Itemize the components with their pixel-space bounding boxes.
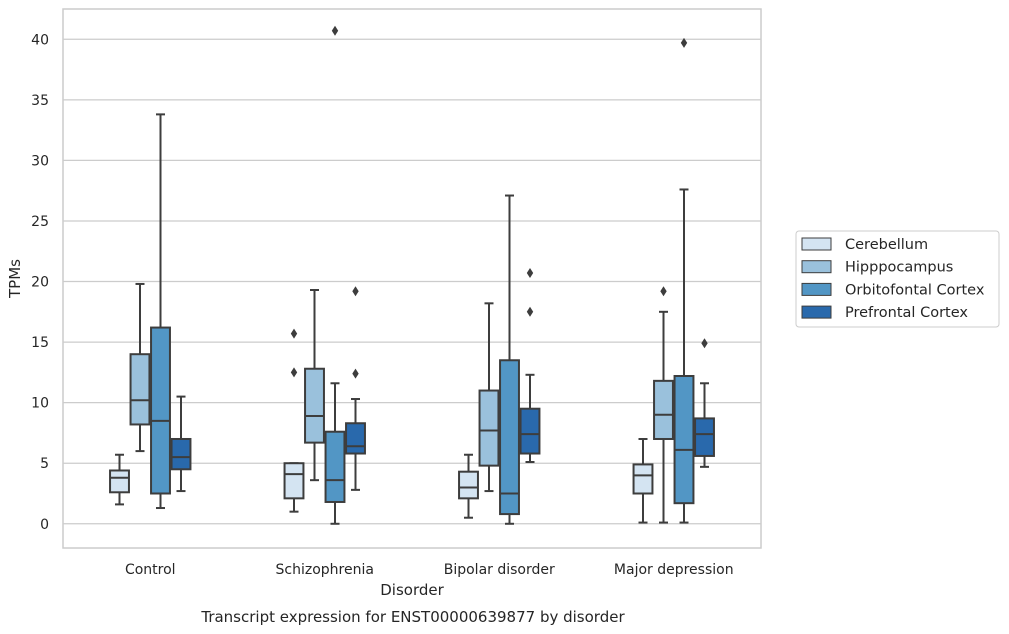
legend-swatch	[801, 305, 832, 319]
box-1-1	[304, 289, 325, 482]
boxes	[109, 25, 715, 525]
legend-frame	[795, 230, 1000, 328]
legend: Cerebellum Hipppocampus Orbitofontal Corte…	[795, 230, 1000, 328]
legend-swatch	[801, 282, 832, 296]
outlier-point	[290, 328, 298, 339]
outlier-point	[331, 25, 339, 36]
outlier-point	[352, 286, 359, 297]
box-iqr	[673, 375, 695, 505]
box-3-2	[519, 268, 541, 464]
box-2-2	[499, 194, 520, 525]
box-0-2	[458, 453, 479, 519]
x-tick-labels: Control Schizophrenia Bipolar disorder Majo…	[125, 562, 734, 578]
box-iqr	[129, 353, 151, 426]
box-0-0	[109, 453, 130, 506]
chart-caption: Transcript expression for ENST0000063987…	[200, 608, 625, 626]
outlier-point	[526, 268, 534, 279]
y-tick-label: 15	[31, 335, 49, 351]
y-tick-label: 25	[31, 214, 49, 230]
box-1-2	[478, 302, 500, 493]
box-iqr	[632, 463, 654, 495]
legend-entry-label: Hipppocampus	[845, 260, 953, 276]
box-iqr	[694, 417, 715, 457]
box-2-1	[324, 25, 346, 525]
box-iqr	[170, 437, 192, 471]
plot-area-frame	[62, 8, 762, 549]
box-3-1	[345, 286, 366, 491]
y-axis-label: TPMs	[6, 259, 24, 299]
y-tick-label: 5	[40, 456, 49, 472]
legend-swatch	[801, 260, 832, 274]
box-3-3	[694, 338, 715, 468]
y-tick-label: 35	[31, 93, 49, 109]
outlier-point	[526, 306, 534, 317]
legend-entry-label: Orbitofontal Cortex	[845, 282, 985, 298]
legend-swatch	[801, 237, 832, 251]
box-iqr	[345, 422, 366, 455]
box-1-3	[653, 286, 674, 524]
outlier-point	[660, 286, 667, 297]
box-iqr	[653, 379, 674, 440]
y-tick-label: 20	[31, 275, 49, 291]
box-iqr	[478, 389, 500, 467]
outlier-point	[290, 367, 298, 378]
y-tick-label: 0	[40, 517, 49, 533]
outlier-point	[701, 338, 708, 349]
box-iqr	[499, 359, 520, 516]
box-iqr	[150, 326, 171, 495]
x-tick-label: Major depression	[614, 562, 734, 578]
box-iqr	[304, 367, 325, 444]
box-0-3	[632, 437, 654, 524]
x-tick-label: Bipolar disorder	[444, 562, 555, 578]
x-tick-label: Control	[125, 562, 176, 578]
box-iqr	[109, 469, 130, 494]
x-axis-label: Disorder	[380, 581, 444, 599]
box-iqr	[458, 470, 479, 500]
y-tick-label: 30	[31, 153, 49, 169]
box-2-0	[150, 113, 171, 510]
box-iqr	[283, 462, 305, 500]
box-0-1	[283, 328, 305, 513]
y-tick-label: 10	[31, 396, 49, 412]
legend-entry-label: Cerebellum	[845, 237, 928, 253]
box-1-0	[129, 282, 151, 453]
box-iqr	[324, 430, 346, 503]
y-tick-labels: 0 5 10 15 20 25 30 35 40	[31, 32, 49, 532]
box-3-0	[170, 395, 192, 493]
box-iqr	[519, 407, 541, 455]
outlier-point	[352, 368, 359, 379]
x-tick-label: Schizophrenia	[276, 562, 374, 578]
outlier-point	[680, 37, 688, 48]
y-tick-label: 40	[31, 32, 49, 48]
box-2-3	[673, 37, 695, 524]
legend-entry-label: Prefrontal Cortex	[845, 305, 968, 321]
